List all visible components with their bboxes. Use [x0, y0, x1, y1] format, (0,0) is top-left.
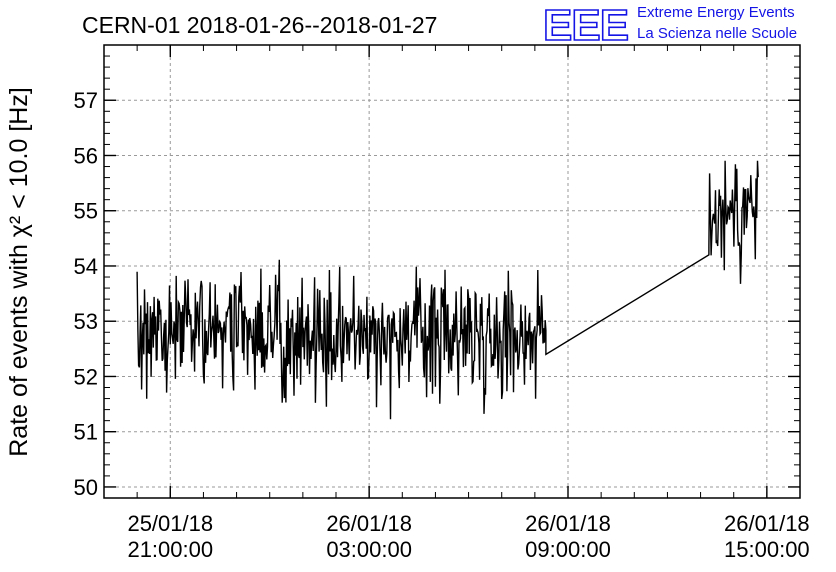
plot-frame — [103, 44, 801, 499]
x-tick-label-date: 26/01/18 — [724, 511, 810, 536]
x-tick-label-date: 26/01/18 — [326, 511, 412, 536]
logo-line-2: La Scienza nelle Scuole — [637, 25, 797, 42]
y-axis-label: Rate of events with χ² < 10.0 [Hz] — [5, 87, 33, 457]
x-tick-label-date: 26/01/18 — [525, 511, 611, 536]
chart-title: CERN-01 2018-01-26--2018-01-27 — [82, 12, 437, 38]
x-tick-labels: 25/01/1821:00:0026/01/1803:00:0026/01/18… — [127, 511, 809, 562]
x-tick-label-time: 21:00:00 — [127, 537, 213, 562]
x-tick-label-date: 25/01/18 — [127, 511, 213, 536]
y-tick-label: 50 — [74, 475, 98, 500]
rate-series-line — [136, 160, 759, 420]
x-tick-label-time: 15:00:00 — [724, 537, 810, 562]
logo-mark: EEE — [543, 1, 628, 50]
y-tick-label: 57 — [74, 88, 98, 113]
y-tick-label: 52 — [74, 364, 98, 389]
eee-logo: EEE Extreme Energy Events La Scienza nel… — [542, 0, 797, 51]
grid-lines — [104, 45, 800, 498]
axis-ticks — [104, 45, 800, 499]
series-layer — [136, 160, 759, 420]
y-tick-label: 56 — [74, 143, 98, 168]
y-tick-labels: 50 51 52 53 54 55 56 57 — [74, 88, 98, 500]
x-tick-label-time: 03:00:00 — [326, 537, 412, 562]
y-tick-label: 51 — [74, 420, 98, 445]
y-tick-label: 53 — [74, 309, 98, 334]
logo-line-1: Extreme Energy Events — [637, 4, 795, 21]
y-tick-label: 55 — [74, 199, 98, 224]
y-tick-label: 54 — [74, 254, 98, 279]
x-tick-label-time: 09:00:00 — [525, 537, 611, 562]
